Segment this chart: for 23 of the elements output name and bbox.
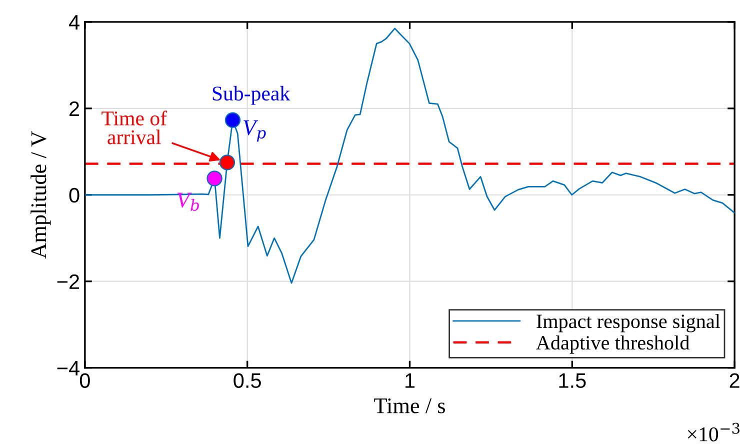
- x-tick-label: 0.5: [234, 373, 261, 388]
- legend-label: Impact response signal: [536, 314, 720, 332]
- x-axis-title: Time / s: [374, 398, 445, 414]
- y-tick-label: 0: [69, 188, 80, 203]
- annotation: Sub-peak: [212, 86, 290, 105]
- point: [224, 112, 241, 128]
- series-label: V$_{b}$: [177, 192, 199, 211]
- x-tick-label: 1.5: [559, 373, 586, 388]
- series-label: V$_{p}$: [244, 120, 266, 142]
- legend-label: Adaptive threshold: [536, 335, 690, 354]
- x-tick-label: 1: [406, 373, 415, 388]
- y-tick-label: −4: [57, 361, 80, 376]
- x-tick-label: 0: [80, 373, 90, 388]
- point: [219, 154, 236, 170]
- text: ×10$^{−3}$: [688, 422, 740, 442]
- y-tick-label: −2: [57, 274, 80, 289]
- annotation: Time of arrival: [102, 110, 168, 144]
- line-series: [84, 28, 735, 284]
- x-tick-label: 2: [730, 373, 740, 388]
- point: [206, 170, 222, 186]
- y-tick-label: 2: [70, 101, 80, 116]
- y-tick-label: 4: [68, 15, 80, 30]
- y-axis-title: Amplitude / V: [30, 131, 51, 259]
